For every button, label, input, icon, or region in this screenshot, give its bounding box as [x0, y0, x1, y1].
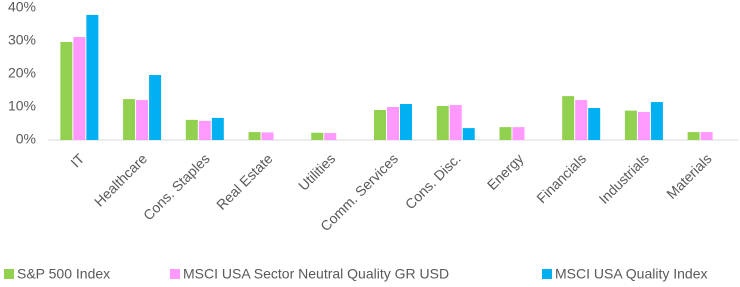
bar — [86, 14, 99, 140]
bar — [374, 109, 386, 140]
legend-label: MSCI USA Sector Neutral Quality GR USD — [183, 266, 449, 282]
bar — [462, 128, 475, 140]
x-tick-label: Real Estate — [213, 150, 276, 213]
bar — [149, 74, 162, 140]
bar — [73, 37, 86, 140]
bar — [185, 119, 198, 140]
bar — [575, 100, 588, 140]
bar — [123, 99, 136, 140]
bar — [624, 110, 637, 140]
bar — [136, 100, 149, 140]
x-tick-label: Cons. Staples — [140, 150, 213, 223]
bar — [324, 133, 337, 140]
y-tick-label: 30% — [8, 32, 36, 48]
bar — [449, 105, 462, 140]
bar — [650, 102, 663, 140]
legend-swatch — [170, 269, 180, 279]
y-tick-label: 40% — [8, 0, 36, 15]
x-tick-label: Utilities — [295, 150, 338, 193]
bar — [311, 132, 324, 140]
legend-label: S&P 500 Index — [17, 266, 110, 282]
bar — [400, 104, 412, 140]
x-tick-label: Materials — [663, 150, 714, 201]
bar — [687, 132, 700, 140]
bar — [211, 117, 224, 140]
bar — [261, 132, 274, 140]
y-tick-label: 0% — [16, 131, 36, 147]
x-tick-label: Industrials — [596, 150, 652, 206]
bar — [60, 41, 73, 140]
x-tick-label: Healthcare — [91, 150, 150, 209]
x-tick-label: IT — [67, 150, 87, 170]
legend-swatch — [4, 269, 14, 279]
bar — [436, 106, 449, 140]
bar — [499, 127, 512, 140]
legend-label: MSCI USA Quality Index — [555, 266, 708, 282]
x-tick-label: Energy — [484, 150, 527, 193]
bar — [588, 107, 601, 140]
x-tick-label: Cons. Disc. — [402, 150, 464, 212]
x-tick-label: Financials — [533, 150, 589, 206]
bar — [512, 127, 525, 140]
bar — [562, 96, 575, 140]
bar — [248, 132, 261, 140]
bar — [700, 132, 713, 140]
bar — [637, 111, 650, 140]
bar — [198, 120, 211, 140]
y-tick-label: 10% — [8, 98, 36, 114]
bar — [387, 107, 399, 140]
y-tick-label: 20% — [8, 65, 36, 81]
legend-swatch — [542, 269, 552, 279]
